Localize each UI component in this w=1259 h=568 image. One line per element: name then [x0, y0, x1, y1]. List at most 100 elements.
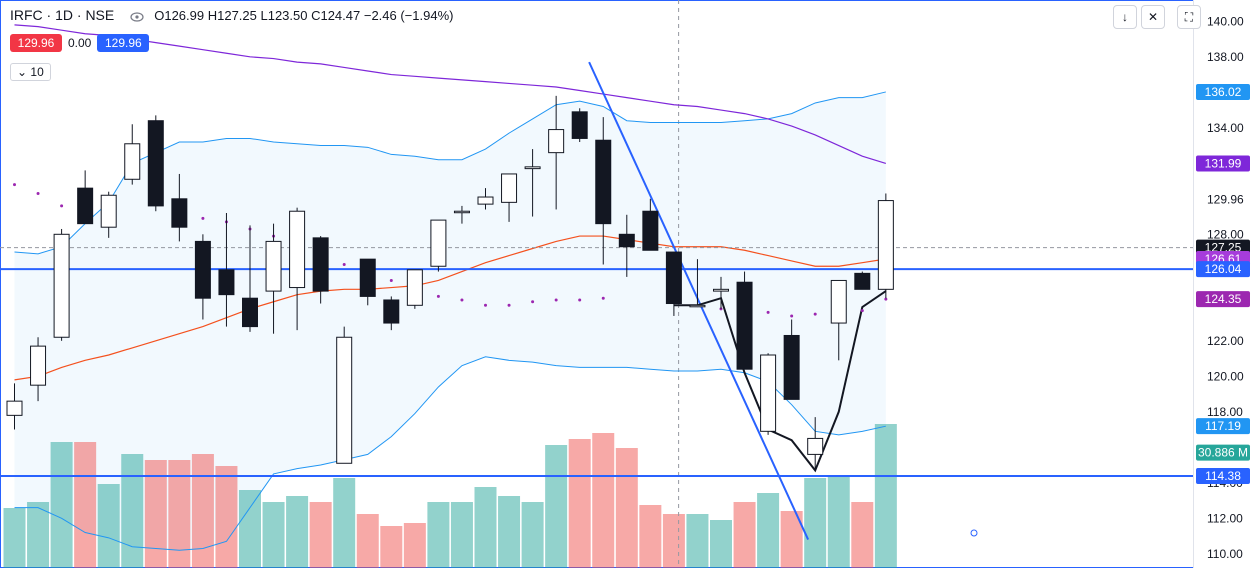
price-tick-label: 134.00 — [1207, 121, 1244, 135]
volume-bar — [780, 511, 803, 568]
psar-dot — [342, 262, 346, 266]
sma-line — [14, 24, 887, 165]
volume-bar — [686, 514, 709, 568]
price-tick-label: 112.00 — [1207, 511, 1243, 525]
volume-bar — [662, 514, 685, 568]
candle-down — [736, 281, 753, 370]
psar-dot — [884, 297, 888, 301]
candle-up — [501, 173, 518, 203]
volume-bar — [309, 502, 332, 568]
psar-dot — [13, 183, 16, 187]
symbol-label[interactable]: IRFC · 1D · NSE — [10, 7, 115, 23]
volume-bar — [639, 505, 662, 568]
volume-bar — [380, 526, 403, 568]
moving-average-line — [14, 235, 886, 381]
psar-dot — [389, 278, 393, 282]
psar-dot — [460, 298, 464, 302]
price-label-text: 114.38 — [1205, 469, 1241, 483]
price-tick-label: 118.00 — [1207, 405, 1243, 419]
volume-bar — [333, 478, 356, 568]
volume-bar — [168, 460, 191, 568]
volume-bar — [615, 448, 638, 568]
volume-bar — [874, 424, 897, 568]
psar-dot — [766, 310, 770, 314]
price-label-badge — [1196, 418, 1250, 435]
price-label-text: 136.02 — [1205, 85, 1242, 99]
candle-up — [713, 288, 729, 292]
psar-dot — [507, 303, 511, 307]
psar-dot — [531, 300, 535, 304]
psar-dot — [60, 204, 64, 208]
psar-dot — [36, 191, 40, 195]
buy-price-button[interactable]: 129.96 — [97, 34, 150, 52]
candle-up — [265, 240, 282, 292]
volume-bar — [474, 487, 497, 568]
candle-up — [289, 210, 306, 289]
chart-toolbar: ↓ ✕ ⛶ — [1113, 5, 1201, 29]
candle-up — [30, 345, 47, 386]
candle-down — [359, 258, 376, 297]
sell-price-button[interactable]: 129.96 — [10, 34, 62, 52]
volume-bar — [144, 460, 167, 568]
price-label-badge — [1196, 155, 1250, 172]
candle-up — [406, 269, 423, 306]
candle-down — [571, 111, 588, 139]
volume-bar — [262, 502, 285, 568]
volume-bar — [239, 490, 261, 568]
candle-up — [6, 400, 23, 416]
volume-bar — [427, 502, 450, 568]
fullscreen-icon[interactable]: ⛶ — [1177, 5, 1201, 29]
candle-down — [242, 297, 258, 328]
candle-down — [383, 299, 400, 324]
price-tick-label: 122.00 — [1207, 334, 1244, 348]
arrow-down-icon[interactable]: ↓ — [1113, 5, 1137, 29]
candle-down — [618, 233, 635, 248]
volume-bar — [521, 502, 544, 568]
volume-bar — [97, 484, 120, 568]
drawing-anchor-handle — [970, 529, 978, 537]
candle-up — [124, 143, 141, 180]
candle-down — [642, 210, 659, 251]
price-label-text: 131.99 — [1205, 156, 1242, 170]
indicator-count: 10 — [30, 65, 44, 79]
pivot-line — [673, 290, 887, 473]
trendline — [588, 61, 810, 541]
candle-down — [783, 334, 800, 400]
candle-up — [100, 194, 117, 228]
volume-bar — [568, 439, 591, 568]
psar-dot — [790, 314, 794, 318]
price-tick-label: 110.00 — [1207, 547, 1243, 561]
price-label-text: 124.35 — [1205, 292, 1242, 306]
volume-bar — [403, 523, 426, 568]
price-label-text: 126.04 — [1205, 262, 1242, 276]
price-tick-label: 120.00 — [1207, 369, 1244, 383]
volume-bar — [3, 508, 26, 568]
price-tick-label: 129.96 — [1207, 193, 1244, 207]
candle-down — [218, 269, 235, 296]
price-label-badge — [1196, 444, 1250, 461]
candle-up — [453, 210, 470, 214]
price-label-badge — [1196, 261, 1250, 278]
candle-up — [477, 196, 494, 205]
price-label-badge — [1196, 291, 1250, 308]
volume-bar — [757, 493, 780, 568]
volume-bar — [498, 496, 521, 568]
candle-down — [194, 240, 211, 299]
indicator-collapse-button[interactable]: ⌄ 10 — [10, 63, 51, 81]
volume-bar — [74, 442, 97, 568]
candle-up — [830, 279, 847, 324]
volume-bar — [710, 520, 732, 568]
volume-bar — [450, 502, 473, 568]
candle-down — [595, 139, 612, 225]
eye-icon[interactable] — [130, 10, 144, 22]
volume-bar — [827, 475, 850, 568]
bollinger-lower-line — [14, 356, 886, 551]
candle-up — [336, 336, 353, 464]
collapse-icon[interactable]: ✕ — [1141, 5, 1165, 29]
spread-value: 0.00 — [68, 36, 92, 50]
bollinger-band-fill — [14, 91, 886, 551]
volume-bar — [804, 478, 827, 568]
price-label-text: 30.886 M — [1198, 446, 1248, 460]
